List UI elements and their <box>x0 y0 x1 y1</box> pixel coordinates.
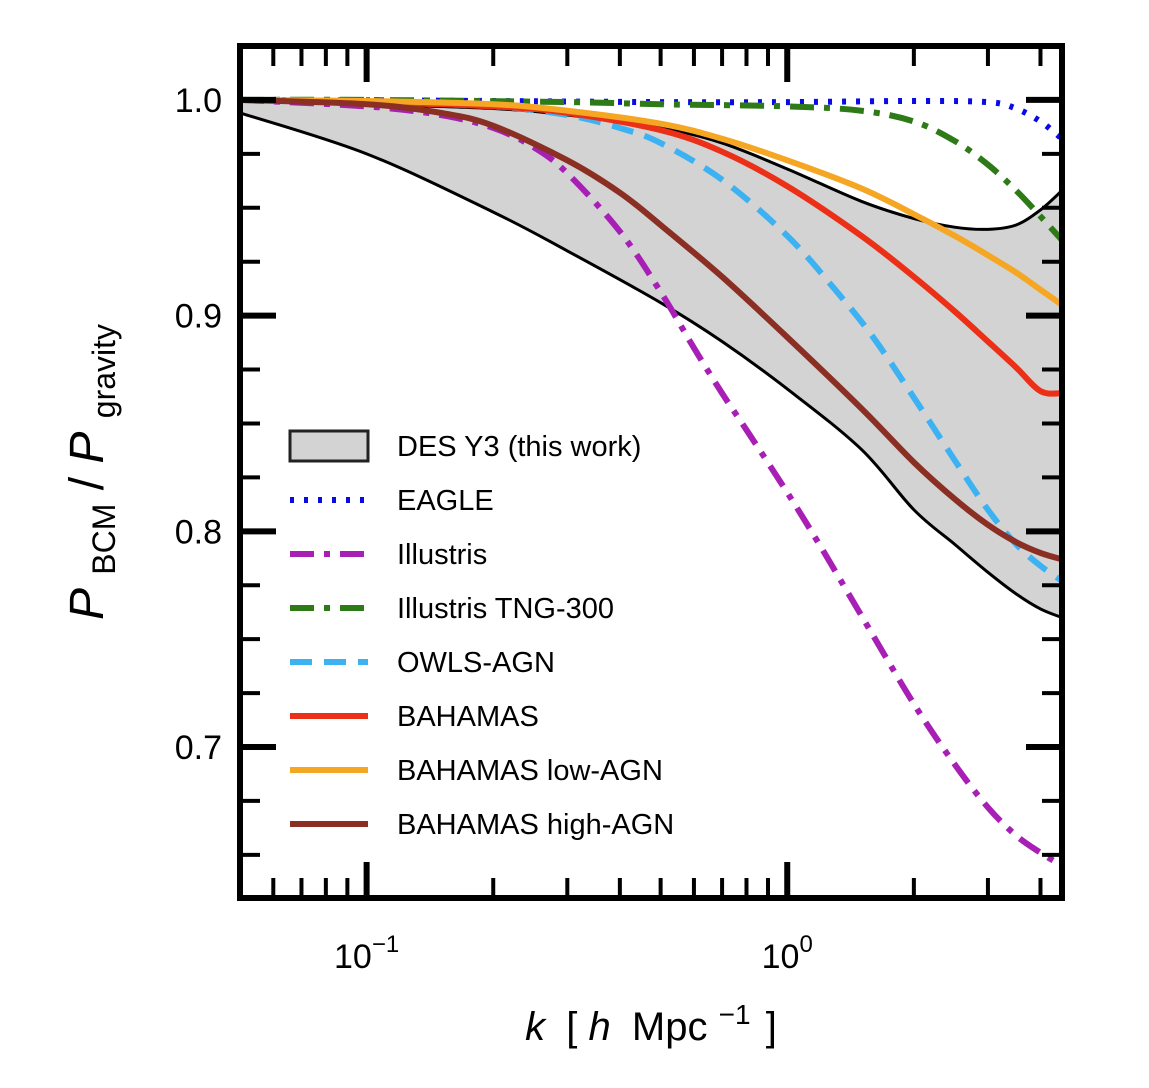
x-tick-label-0: 10−1 <box>334 931 399 976</box>
y-tick-label-2: 0.9 <box>175 298 222 336</box>
y-axis-label: P BCM / P gravity <box>61 324 126 620</box>
x-axis-label-unit: Mpc <box>632 1005 708 1049</box>
y-tick-label-3: 1.0 <box>175 82 222 120</box>
x-tick-label-exp: −1 <box>372 931 399 958</box>
x-tick-label-1: 100 <box>762 931 813 976</box>
x-tick-label-exp: 0 <box>799 931 812 958</box>
plot-frame <box>237 43 1065 901</box>
series-line-6 <box>240 96 1062 563</box>
band-lower-edge <box>240 111 1062 619</box>
legend-label-6: BAHAMAS high-AGN <box>397 809 674 841</box>
series-line-5 <box>240 96 1062 308</box>
legend-label-0: EAGLE <box>397 485 494 517</box>
x-tick-label-base: 10 <box>334 938 372 976</box>
x-axis-label: k [ h Mpc −1 ] <box>525 989 777 1049</box>
x-axis-label-exp: −1 <box>719 999 751 1030</box>
x-axis-label-close: ] <box>766 1005 777 1049</box>
y-tick-label-0: 0.7 <box>175 729 222 767</box>
legend-label-band: DES Y3 (this work) <box>397 431 641 463</box>
legend: DES Y3 (this work) EAGLE Illustris Illustri… <box>288 429 674 841</box>
legend-label-3: OWLS-AGN <box>397 647 555 679</box>
y-axis-label-sub1: BCM <box>86 504 122 575</box>
series-line-0 <box>240 96 1062 142</box>
data-layer <box>240 96 1062 869</box>
x-axis-label-open: [ <box>566 1005 577 1049</box>
legend-swatch-band <box>288 429 370 463</box>
x-axis-label-h: h <box>589 1005 611 1049</box>
y-axis-label-var2: P <box>61 432 114 464</box>
legend-label-1: Illustris <box>397 539 487 571</box>
band-fill <box>240 99 1062 618</box>
legend-label-4: BAHAMAS <box>397 701 539 733</box>
y-axis-label-sub2: gravity <box>86 324 122 418</box>
tick-labels: 0.70.80.91.010−1 100 <box>175 82 813 976</box>
x-axis-label-var: k <box>525 1005 547 1049</box>
legend-label-5: BAHAMAS low-AGN <box>397 755 663 787</box>
x-tick-label-base: 10 <box>762 938 800 976</box>
legend-label-2: Illustris TNG-300 <box>397 593 614 625</box>
y-axis-label-slash: / <box>61 476 114 490</box>
y-axis-label-var1: P <box>61 588 114 620</box>
y-tick-label-1: 0.8 <box>175 513 222 551</box>
